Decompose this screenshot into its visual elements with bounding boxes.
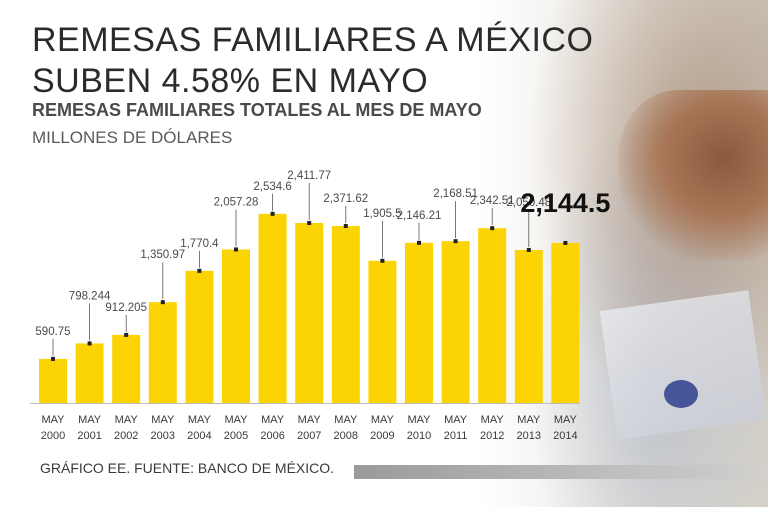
tick-label-month-2013: MAY xyxy=(517,414,541,426)
tick-label-year-2013: 2013 xyxy=(517,430,541,442)
footer-strip xyxy=(354,465,768,479)
chart-title: REMESAS FAMILIARES TOTALES AL MES DE MAY… xyxy=(32,100,482,120)
bar-marker-2008 xyxy=(343,223,348,228)
tick-label-year-2004: 2004 xyxy=(187,430,211,442)
bar-2008 xyxy=(331,225,360,403)
bar-2011 xyxy=(441,241,470,403)
bar-2012 xyxy=(478,228,507,403)
headline: REMESAS FAMILIARES A MÉXICO SUBEN 4.58% … xyxy=(32,20,593,102)
banknote-seal-icon xyxy=(664,380,698,408)
bar-marker-2005 xyxy=(234,247,238,252)
value-label-2011: 2,168.51 xyxy=(433,188,478,200)
bar-2010 xyxy=(405,242,433,403)
headline-line-1: REMESAS FAMILIARES A MÉXICO xyxy=(32,21,594,59)
tick-label-month-2012: MAY xyxy=(481,414,505,426)
chart-units: MILLONES DE DÓLARES xyxy=(32,128,233,147)
bar-2004 xyxy=(185,270,214,403)
value-label-2003: 1,350.97 xyxy=(140,249,185,261)
bar-2002 xyxy=(112,334,141,403)
tick-label-year-2002: 2002 xyxy=(114,430,138,442)
bar-2000 xyxy=(39,358,67,403)
bar-2013 xyxy=(514,249,543,403)
bar-marker-2014 xyxy=(563,240,568,245)
value-label-2005: 2,057.28 xyxy=(214,196,259,208)
tick-label-year-2000: 2000 xyxy=(41,430,65,442)
bar-2006 xyxy=(258,213,287,403)
bar-marker-2011 xyxy=(453,239,458,244)
bar-marker-2000 xyxy=(51,356,55,361)
value-label-2007: 2,411.77 xyxy=(287,170,331,182)
value-label-2014: 2,144.5 xyxy=(520,188,610,218)
bar-marker-2001 xyxy=(87,341,92,346)
bar-2007 xyxy=(295,222,324,403)
tick-label-month-2008: MAY xyxy=(334,414,358,426)
tick-label-year-2003: 2003 xyxy=(151,430,175,442)
tick-label-year-2005: 2005 xyxy=(224,430,248,442)
tick-label-month-2002: MAY xyxy=(115,414,139,426)
tick-label-year-2007: 2007 xyxy=(297,430,321,442)
bar-marker-2006 xyxy=(270,211,275,216)
value-label-2009: 1,905.5 xyxy=(363,208,401,220)
tick-label-year-2006: 2006 xyxy=(260,430,284,442)
tick-label-month-2001: MAY xyxy=(78,414,102,426)
bar-marker-2003 xyxy=(160,300,165,305)
hand-photo xyxy=(618,90,768,260)
bar-2014 xyxy=(551,242,580,403)
tick-label-month-2000: MAY xyxy=(41,414,65,426)
bar-marker-2002 xyxy=(124,332,129,337)
tick-label-month-2006: MAY xyxy=(261,414,285,426)
value-label-2006: 2,534.6 xyxy=(253,181,291,193)
bar-marker-2012 xyxy=(490,226,495,231)
tick-label-month-2004: MAY xyxy=(188,414,212,426)
tick-label-year-2012: 2012 xyxy=(480,430,504,442)
tick-label-year-2011: 2011 xyxy=(444,430,468,442)
value-label-2010: 2,146.21 xyxy=(397,210,442,222)
tick-label-month-2014: MAY xyxy=(554,414,578,426)
source-footer: GRÁFICO EE. FUENTE: BANCO DE MÉXICO. xyxy=(40,460,335,476)
tick-label-month-2011: MAY xyxy=(444,414,468,426)
value-label-2001: 798.244 xyxy=(69,290,111,302)
tick-label-year-2010: 2010 xyxy=(407,430,431,442)
tick-label-month-2009: MAY xyxy=(371,414,395,426)
value-label-2008: 2,371.62 xyxy=(323,193,368,205)
bar-2001 xyxy=(75,343,104,403)
bar-2003 xyxy=(148,302,177,403)
bar-marker-2010 xyxy=(417,240,421,245)
value-label-2004: 1,770.4 xyxy=(180,238,219,250)
value-label-2013: 2,050.48 xyxy=(506,197,551,209)
tick-label-year-2009: 2009 xyxy=(370,430,394,442)
bar-2005 xyxy=(222,249,250,403)
tick-label-year-2008: 2008 xyxy=(334,430,358,442)
bar-2009 xyxy=(368,260,397,403)
bar-marker-2004 xyxy=(197,268,202,273)
tick-label-year-2014: 2014 xyxy=(553,430,577,442)
headline-line-2: SUBEN 4.58% EN MAYO xyxy=(32,62,429,100)
bar-marker-2009 xyxy=(380,258,385,263)
tick-label-month-2007: MAY xyxy=(298,414,322,426)
tick-label-month-2005: MAY xyxy=(224,414,248,426)
value-label-2002: 912.205 xyxy=(105,302,147,314)
tick-label-year-2001: 2001 xyxy=(77,430,101,442)
bar-marker-2013 xyxy=(526,247,531,252)
value-label-2012: 2,342.51 xyxy=(470,195,515,207)
bar-marker-2007 xyxy=(307,220,312,225)
tick-label-month-2010: MAY xyxy=(407,414,431,426)
value-label-2000: 590.75 xyxy=(35,326,70,338)
tick-label-month-2003: MAY xyxy=(151,414,175,426)
